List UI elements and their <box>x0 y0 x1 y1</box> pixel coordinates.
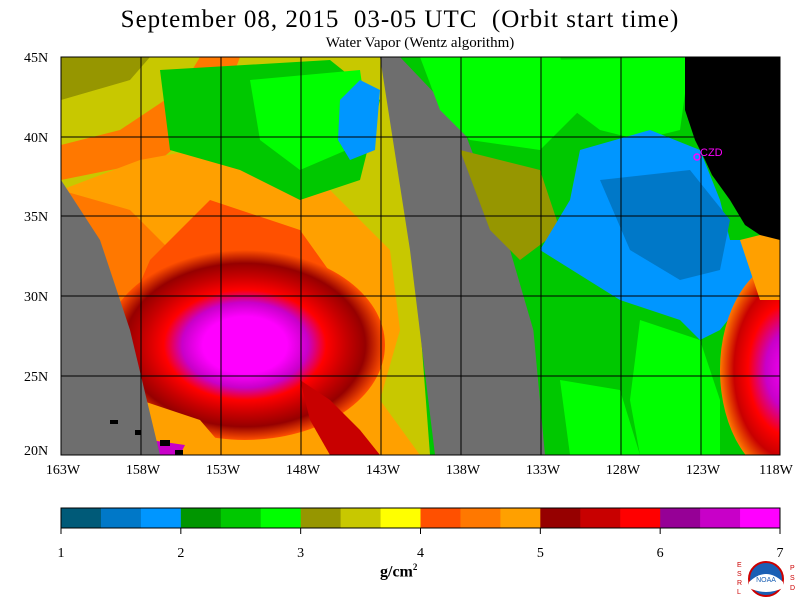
logo-letter: S <box>790 575 795 582</box>
colorbar-tick-label: 7 <box>777 546 784 561</box>
colorbar-swatch <box>540 508 581 528</box>
colorbar <box>61 508 781 528</box>
lon-label: 133W <box>526 463 561 478</box>
colorbar-swatch <box>380 508 421 528</box>
logo-letter: R <box>737 580 742 587</box>
logo-letter: D <box>790 585 795 592</box>
colorbar-swatch <box>260 508 302 528</box>
logo-letter: P <box>790 565 795 572</box>
colorbar-ticks: 1 2 3 4 5 6 7 <box>58 528 784 561</box>
lat-label: 20N <box>24 444 48 459</box>
colorbar-swatch <box>620 508 661 528</box>
lon-label: 158W <box>126 463 161 478</box>
colorbar-tick-label: 5 <box>537 546 544 561</box>
colorbar-swatch <box>100 508 142 528</box>
colorbar-tick-label: 6 <box>657 546 664 561</box>
colorbar-swatch <box>700 508 741 528</box>
noaa-esrl-logo: NOAA E S R L P S D <box>737 561 795 597</box>
lon-label: 128W <box>606 463 641 478</box>
lon-label: 153W <box>206 463 241 478</box>
colorbar-tick-label: 4 <box>417 546 424 561</box>
map-gridlines <box>61 57 780 455</box>
latitude-labels: 45N 40N 35N 30N 25N 20N <box>24 51 48 459</box>
lon-label: 148W <box>286 463 321 478</box>
logo-letter: S <box>737 571 742 578</box>
lon-label: 123W <box>686 463 721 478</box>
units-text: g/cm <box>380 563 413 581</box>
longitude-labels: 163W 158W 153W 148W 143W 138W 133W 128W … <box>46 463 794 478</box>
colorbar-tick-label: 2 <box>177 546 184 561</box>
lon-label: 138W <box>446 463 481 478</box>
colorbar-tick-label: 1 <box>58 546 65 561</box>
lon-label: 118W <box>759 463 793 478</box>
colorbar-swatch <box>180 508 222 528</box>
colorbar-swatch <box>300 508 342 528</box>
logo-center-text: NOAA <box>756 577 776 584</box>
colorbar-swatch <box>500 508 541 528</box>
colorbar-swatch <box>740 508 781 528</box>
lat-label: 40N <box>24 131 48 146</box>
lat-label: 30N <box>24 290 48 305</box>
colorbar-units: g/cm2 <box>380 562 417 581</box>
coastline-land <box>685 57 780 240</box>
colorbar-swatch <box>61 508 102 528</box>
map-frame <box>60 56 781 456</box>
map-title: September 08, 2015 03-05 UTC (Orbit star… <box>120 6 680 33</box>
colorbar-swatch <box>140 508 182 528</box>
map-subtitle: Water Vapor (Wentz algorithm) <box>325 35 515 51</box>
colorbar-swatch <box>580 508 621 528</box>
map-field <box>61 57 780 455</box>
lat-label: 45N <box>24 51 48 66</box>
lon-label: 163W <box>46 463 81 478</box>
colorbar-swatch <box>220 508 262 528</box>
colorbar-swatch <box>340 508 382 528</box>
colorbar-swatch <box>460 508 501 528</box>
colorbar-swatch <box>660 508 701 528</box>
units-superscript: 2 <box>412 562 418 572</box>
lat-label: 25N <box>24 370 48 385</box>
logo-letter: L <box>737 589 741 596</box>
lon-label: 143W <box>366 463 401 478</box>
logo-letter: E <box>737 562 742 569</box>
colorbar-swatch <box>420 508 461 528</box>
station-marker: CZD <box>693 147 723 161</box>
lat-label: 35N <box>24 210 48 225</box>
colorbar-tick-label: 3 <box>297 546 304 561</box>
station-label: CZD <box>700 147 723 159</box>
